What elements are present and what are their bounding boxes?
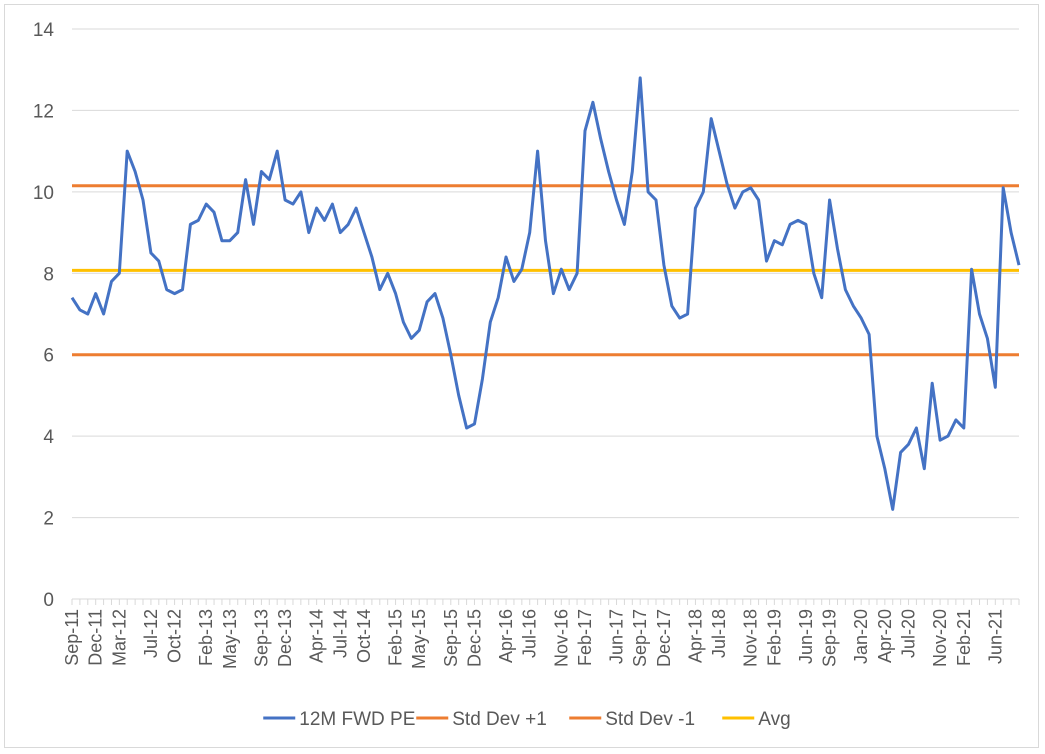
x-tick-label: Apr-14: [307, 609, 327, 663]
x-tick-label: Dec-13: [275, 609, 295, 667]
x-tick-label: May-13: [220, 609, 240, 669]
x-tick-label: Feb-13: [196, 609, 216, 666]
x-tick-label: Nov-20: [930, 609, 950, 667]
x-axis-minor-ticks: [71, 599, 1020, 605]
x-tick-label: Jul-12: [141, 609, 161, 658]
x-axis-ticks: Sep-11 Dec-11 Mar-12 Jul-12 Oct-12 Feb-13 May-…: [62, 609, 1005, 669]
x-tick-label: Jun-17: [607, 609, 627, 664]
x-tick-label: Dec-17: [654, 609, 674, 667]
y-tick-label: 8: [43, 264, 54, 285]
y-tick-label: 6: [43, 346, 54, 367]
x-tick-label: Oct-12: [165, 609, 185, 663]
y-tick-label: 14: [33, 20, 55, 41]
x-tick-label: May-15: [409, 609, 429, 669]
x-tick-label: Jun-19: [796, 609, 816, 664]
series-line: [70, 76, 1021, 511]
x-tick-label: Feb-19: [764, 609, 784, 666]
legend-label: Std Dev +1: [452, 709, 547, 730]
x-tick-label: Dec-15: [464, 609, 484, 667]
x-tick-label: Jul-14: [330, 609, 350, 658]
x-tick-label: Jul-18: [709, 609, 729, 658]
legend-label: 12M FWD PE: [299, 709, 415, 730]
x-tick-label: Apr-16: [496, 609, 516, 663]
x-tick-label: Feb-15: [386, 609, 406, 666]
legend-label: Avg: [758, 709, 790, 730]
y-tick-label: 4: [43, 427, 54, 448]
x-tick-label: Apr-20: [875, 609, 895, 663]
y-axis-ticks: 0 2 4 6 8 10 12 14: [33, 20, 55, 611]
x-tick-label: Mar-12: [109, 609, 129, 666]
x-tick-label: Nov-16: [551, 609, 571, 667]
x-tick-label: Feb-21: [954, 609, 974, 666]
x-tick-label: Nov-18: [741, 609, 761, 667]
x-tick-label: Sep-13: [251, 609, 271, 667]
series-group: [70, 76, 1021, 511]
legend-label: Std Dev -1: [605, 709, 695, 730]
x-tick-label: Sep-17: [630, 609, 650, 667]
y-tick-label: 2: [43, 509, 54, 530]
x-tick-label: Sep-11: [62, 609, 82, 666]
gridlines: [72, 28, 1019, 600]
x-tick-label: Sep-15: [441, 609, 461, 667]
y-tick-label: 0: [43, 590, 54, 611]
x-tick-label: Dec-11: [86, 609, 106, 666]
chart-frame: [4, 4, 1039, 748]
x-tick-label: Oct-14: [354, 609, 374, 663]
x-tick-label: Jan-20: [851, 609, 871, 664]
x-tick-label: Jul-16: [520, 609, 540, 658]
x-tick-label: Feb-17: [575, 609, 595, 666]
x-tick-label: Jun-21: [985, 609, 1005, 664]
x-tick-label: Apr-18: [685, 609, 705, 663]
legend: 12M FWD PE Std Dev +1 Std Dev -1 Avg: [263, 709, 791, 730]
y-tick-label: 12: [33, 101, 54, 122]
x-tick-label: Jul-20: [899, 609, 919, 658]
y-tick-label: 10: [33, 183, 54, 204]
x-tick-label: Sep-19: [820, 609, 840, 667]
